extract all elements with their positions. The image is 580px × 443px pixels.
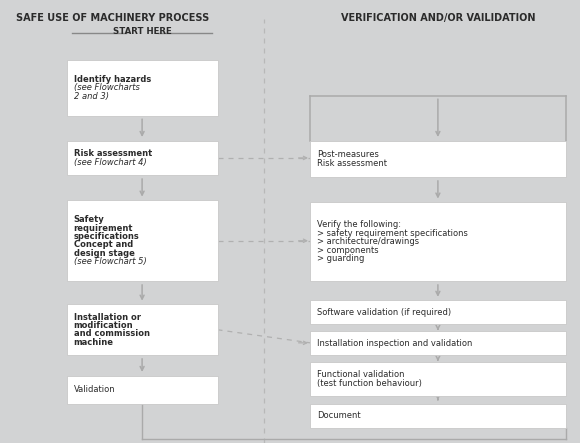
- Text: design stage: design stage: [74, 249, 135, 258]
- Text: VERIFICATION AND/OR VAILIDATION: VERIFICATION AND/OR VAILIDATION: [340, 13, 535, 23]
- FancyBboxPatch shape: [310, 331, 566, 355]
- Text: Verify the following:: Verify the following:: [317, 220, 401, 229]
- FancyBboxPatch shape: [310, 404, 566, 427]
- Text: and commission: and commission: [74, 330, 150, 338]
- FancyBboxPatch shape: [67, 200, 218, 281]
- FancyBboxPatch shape: [310, 362, 566, 396]
- Text: Concept and: Concept and: [74, 241, 133, 249]
- FancyBboxPatch shape: [310, 202, 566, 281]
- Text: > architecture/drawings: > architecture/drawings: [317, 237, 419, 246]
- FancyBboxPatch shape: [310, 140, 566, 177]
- FancyBboxPatch shape: [310, 300, 566, 324]
- Text: SAFE USE OF MACHINERY PROCESS: SAFE USE OF MACHINERY PROCESS: [16, 13, 210, 23]
- Text: Risk assessment: Risk assessment: [317, 159, 387, 167]
- Text: START HERE: START HERE: [113, 27, 172, 36]
- Text: (see Flowchart 5): (see Flowchart 5): [74, 257, 146, 266]
- Text: > guarding: > guarding: [317, 254, 365, 263]
- Text: specifications: specifications: [74, 232, 139, 241]
- Text: Document: Document: [317, 411, 361, 420]
- Text: Identify hazards: Identify hazards: [74, 75, 151, 84]
- Text: Installation inspection and validation: Installation inspection and validation: [317, 339, 473, 348]
- Text: Software validation (if required): Software validation (if required): [317, 308, 451, 317]
- Text: modification: modification: [74, 321, 133, 330]
- Text: (see Flowchart 4): (see Flowchart 4): [74, 158, 146, 167]
- Text: > safety requirement specifications: > safety requirement specifications: [317, 229, 468, 238]
- FancyBboxPatch shape: [67, 376, 218, 404]
- Text: (see Flowcharts: (see Flowcharts: [74, 83, 140, 92]
- Text: machine: machine: [74, 338, 114, 347]
- Text: > components: > components: [317, 246, 379, 255]
- Text: requirement: requirement: [74, 224, 133, 233]
- Text: Safety: Safety: [74, 215, 104, 224]
- Text: Post-measures: Post-measures: [317, 150, 379, 159]
- FancyBboxPatch shape: [67, 140, 218, 175]
- Text: Installation or: Installation or: [74, 312, 141, 322]
- Text: Risk assessment: Risk assessment: [74, 149, 152, 158]
- Text: Validation: Validation: [74, 385, 115, 394]
- Text: 2 and 3): 2 and 3): [74, 92, 108, 101]
- Text: Functional validation: Functional validation: [317, 370, 405, 379]
- FancyBboxPatch shape: [67, 304, 218, 355]
- FancyBboxPatch shape: [67, 60, 218, 116]
- Text: (test function behaviour): (test function behaviour): [317, 379, 422, 388]
